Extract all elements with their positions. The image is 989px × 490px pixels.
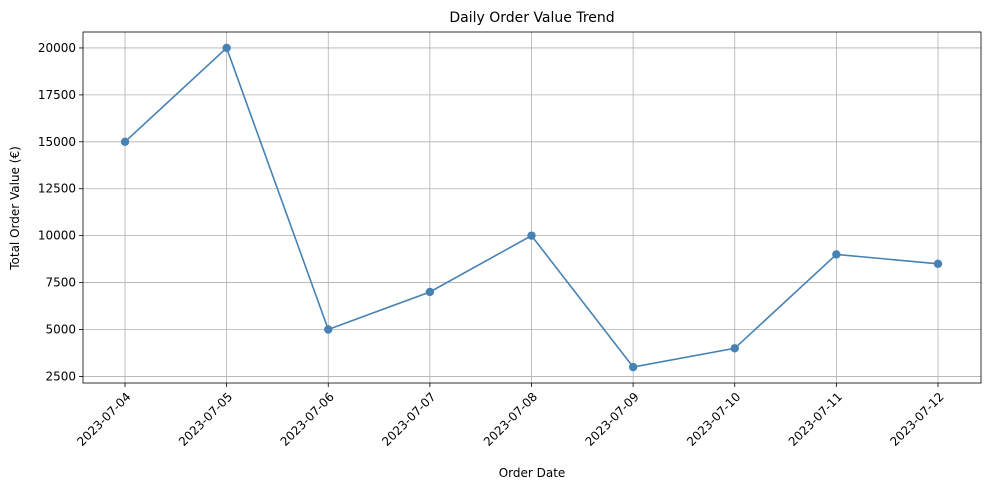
y-tick-label: 2500	[45, 369, 76, 383]
x-tick-label: 2023-07-12	[887, 390, 946, 449]
x-axis-label: Order Date	[499, 466, 566, 480]
x-tick-label: 2023-07-04	[74, 390, 133, 449]
chart-title: Daily Order Value Trend	[449, 10, 614, 26]
data-point	[222, 43, 231, 53]
x-tick-label: 2023-07-07	[379, 390, 438, 449]
series-layer	[120, 43, 943, 372]
y-tick-label: 10000	[38, 229, 76, 243]
data-point	[120, 137, 130, 147]
y-tick-label: 7500	[45, 276, 76, 290]
data-point	[628, 362, 638, 372]
plot-frame	[82, 31, 982, 384]
data-point	[425, 287, 435, 297]
grid	[83, 32, 981, 383]
y-tick-label: 20000	[38, 41, 76, 55]
y-tick-label: 12500	[38, 182, 76, 196]
y-tick-label: 17500	[38, 88, 76, 102]
x-tick-label: 2023-07-11	[786, 390, 845, 449]
x-tick-label: 2023-07-06	[278, 390, 337, 449]
x-tick-label: 2023-07-09	[583, 390, 642, 449]
x-axis: 2023-07-04 2023-07-05 2023-07-06 2023-07-07…	[74, 383, 947, 449]
y-axis-label: Total Order Value (€)	[8, 146, 22, 271]
y-tick-label: 5000	[45, 323, 76, 337]
x-tick-label: 2023-07-05	[176, 390, 235, 449]
data-point	[324, 325, 333, 334]
y-tick-label: 15000	[38, 135, 76, 149]
data-point	[730, 344, 739, 353]
data-point	[933, 259, 943, 269]
data-point	[527, 231, 536, 240]
data-point	[832, 250, 841, 259]
x-tick-label: 2023-07-10	[684, 390, 743, 449]
x-tick-label: 2023-07-08	[481, 390, 540, 449]
y-axis: 2500 5000 7500 10000 12500 15000 17500 20000	[38, 41, 83, 383]
